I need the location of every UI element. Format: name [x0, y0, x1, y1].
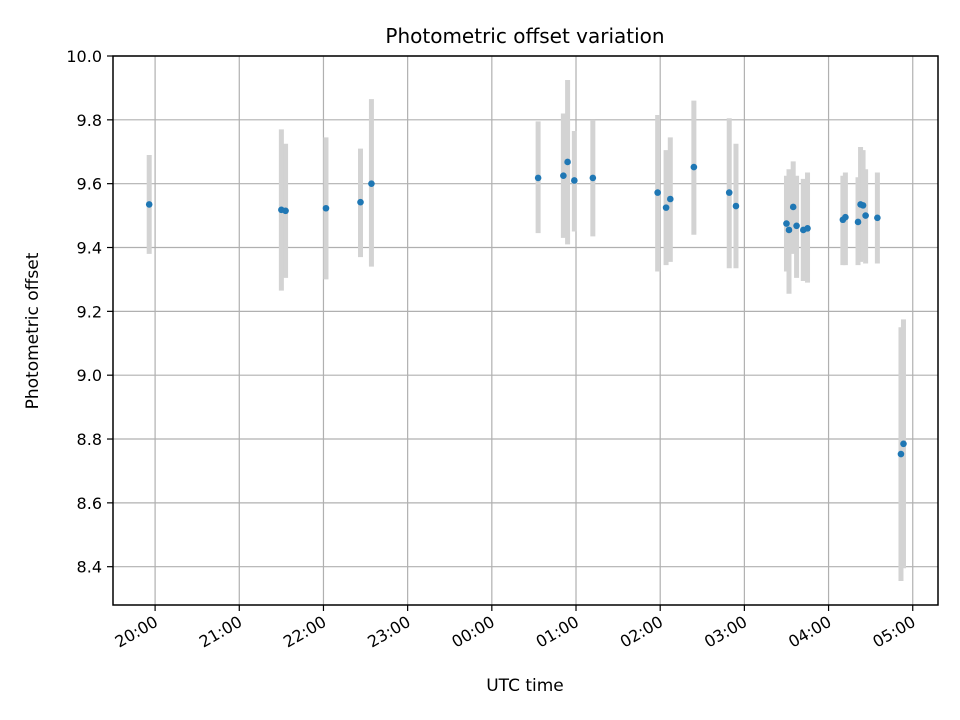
chart-title: Photometric offset variation — [385, 24, 664, 48]
data-point — [368, 180, 375, 187]
data-point — [666, 195, 674, 203]
data-point — [862, 212, 869, 219]
data-point — [357, 198, 364, 206]
grid — [113, 55, 938, 605]
data-point — [725, 189, 733, 196]
plot-frame — [112, 55, 939, 606]
y-tick-label: 9.2 — [77, 302, 102, 321]
data-point — [854, 218, 862, 226]
x-tick-label: 05:00 — [869, 612, 918, 652]
x-tick-label: 01:00 — [533, 612, 582, 652]
x-axis-ticks: 20:00 21:00 22:00 23:00 00:00 01:00 02:00 03:00… — [112, 605, 919, 652]
data-point — [793, 222, 800, 230]
data-point — [785, 226, 793, 234]
x-tick-label: 21:00 — [196, 612, 245, 652]
y-tick-label: 9.4 — [77, 239, 102, 258]
data-point — [804, 225, 811, 232]
data-point — [589, 174, 597, 182]
data-point — [690, 163, 698, 171]
data-point — [145, 201, 153, 208]
y-axis-label: Photometric offset — [23, 252, 43, 409]
error-bars — [146, 79, 906, 582]
data-point — [560, 172, 567, 179]
data-point — [662, 204, 670, 211]
data-point — [897, 450, 905, 458]
x-axis-label: UTC time — [486, 676, 564, 696]
x-tick-label: 02:00 — [617, 612, 666, 652]
y-axis-ticks: 8.4 8.6 8.8 9.0 9.2 9.4 9.6 9.8 10.0 — [66, 47, 113, 577]
y-tick-label: 8.8 — [77, 430, 102, 449]
y-tick-label: 8.4 — [77, 558, 102, 577]
x-tick-label: 22:00 — [280, 612, 329, 652]
data-point — [571, 177, 578, 184]
y-tick-label: 10.0 — [66, 47, 102, 66]
data-point — [900, 440, 907, 448]
x-tick-label: 20:00 — [112, 612, 161, 652]
x-tick-label: 00:00 — [448, 612, 497, 652]
data-point — [534, 174, 542, 182]
data-point — [789, 203, 797, 211]
y-tick-label: 9.0 — [77, 366, 102, 385]
data-point — [282, 207, 289, 215]
data-point — [859, 202, 867, 209]
data-point — [874, 214, 881, 222]
x-tick-label: 23:00 — [364, 612, 413, 652]
data-point — [783, 220, 790, 227]
y-tick-label: 9.8 — [77, 111, 102, 130]
x-tick-label: 03:00 — [701, 612, 750, 652]
y-tick-label: 8.6 — [77, 494, 102, 513]
data-point — [842, 213, 849, 221]
data-point — [654, 189, 661, 196]
data-point — [732, 202, 740, 210]
data-point — [564, 158, 571, 166]
x-tick-label: 04:00 — [785, 612, 834, 652]
data-point — [322, 204, 330, 212]
data-points — [145, 158, 907, 458]
y-tick-label: 9.6 — [77, 175, 102, 194]
